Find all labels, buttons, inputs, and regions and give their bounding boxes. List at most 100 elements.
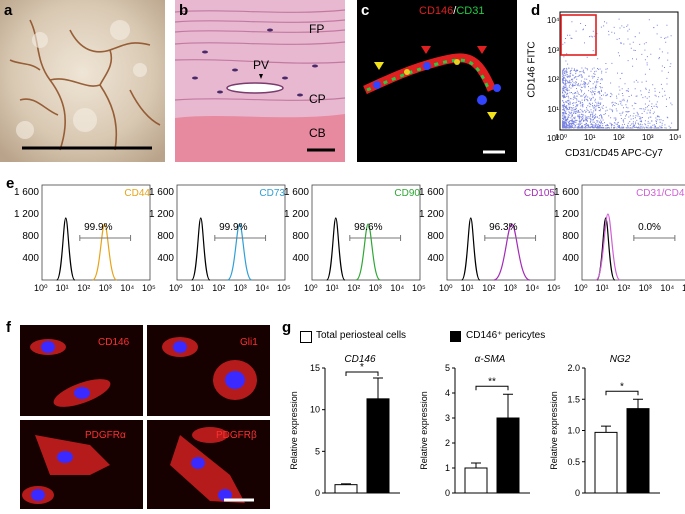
chart-title: CD146 (344, 354, 376, 365)
panel-letter: b (179, 2, 189, 19)
marker-histogram (227, 223, 253, 281)
histogram-svg (581, 184, 685, 281)
gate-bar (484, 235, 537, 241)
x-tick: 10¹ (595, 283, 609, 293)
x-tick: 10³ (368, 283, 382, 293)
x-tick: 10⁴ (255, 283, 270, 293)
control-histogram (461, 217, 481, 281)
x-tick: 10³ (503, 283, 517, 293)
panel-letter: a (4, 2, 13, 19)
x-tick: 10⁴ (120, 283, 135, 293)
y-tick: 1 600 (283, 187, 309, 198)
y-tick-label: 1 (445, 463, 450, 473)
x-tick: 10² (613, 133, 625, 142)
significance-bracket (345, 371, 379, 376)
panel-d: d CD146 FITC CD31/CD45 APC-Cy7 10⁴ 10³ 1… (527, 0, 685, 164)
gate-bar (349, 235, 402, 241)
y-tick: 800 (292, 231, 309, 242)
percent-label: 99.9% (84, 222, 113, 233)
pdgfra-label: PDGFRα (85, 430, 126, 441)
x-tick: 10⁰ (574, 283, 588, 293)
x-tick: 10¹ (55, 283, 69, 293)
chart-title: NG2 (610, 354, 631, 365)
histology-image (174, 0, 346, 162)
percent-label: 96.3% (489, 222, 518, 233)
y-tick: 400 (562, 253, 579, 264)
panel-a: a (0, 0, 165, 162)
x-tick: 10² (212, 283, 226, 293)
x-tick: 10¹ (190, 283, 204, 293)
x-tick: 10⁰ (34, 283, 48, 293)
y-tick-label: 1.5 (567, 394, 580, 404)
x-tick: 10⁰ (169, 283, 183, 293)
y-tick: 400 (292, 253, 309, 264)
legend-swatch-filled (450, 331, 461, 342)
marker-label: CD105 (523, 188, 555, 199)
stain-legend: CD146/CD31 (419, 5, 484, 17)
cell-staining-grid (20, 325, 270, 509)
y-tick-label: 2.0 (567, 363, 580, 373)
panel-c: c CD146/CD31 (357, 0, 517, 162)
x-tick: 10³ (638, 283, 652, 293)
significance-bracket (605, 390, 639, 396)
x-tick: 10⁴ (660, 283, 675, 293)
bar-cd146-pericytes (496, 417, 520, 494)
y-tick: 1 600 (418, 187, 444, 198)
x-tick: 10⁴ (525, 283, 540, 293)
x-tick: 10⁵ (682, 283, 685, 293)
significance-marker: * (360, 362, 364, 373)
y-tick-label: 4 (445, 388, 450, 398)
significance-bracket (475, 385, 509, 391)
x-tick: 10² (617, 283, 631, 293)
y-tick: 10⁴ (547, 16, 560, 25)
y-tick-label: 0.5 (567, 457, 580, 467)
y-tick: 1 600 (553, 187, 579, 198)
cd146-label: CD146 (98, 337, 130, 348)
control-histogram (326, 217, 346, 281)
percent-label: 98.6% (354, 222, 383, 233)
gate-bar (79, 235, 132, 241)
significance-marker: * (620, 381, 624, 392)
y-tick-label: 0 (315, 488, 320, 498)
bar-cd146-pericytes (626, 408, 650, 494)
histogram-plot: CD90 98.6% 1 600 1 200 800 400 10⁰ 10¹ 10² 10³ 10⁴… (270, 180, 426, 300)
y-axis-title: Relative expression (419, 391, 429, 470)
y-tick: 1 200 (283, 209, 309, 220)
plot-frame (41, 184, 151, 281)
x-tick: 10⁰ (439, 283, 453, 293)
histogram-svg (311, 184, 421, 281)
y-tick: 1 200 (553, 209, 579, 220)
y-tick-label: 15 (310, 363, 320, 373)
pdgfrb-label: PDGFRβ (216, 430, 257, 441)
panel-letter: d (531, 2, 541, 19)
y-tick: 10¹ (547, 104, 559, 114)
histogram-plot: CD73 99.9% 1 600 1 200 800 400 10⁰ 10¹ 10² 10³ 10⁴… (135, 180, 291, 300)
fibrous-periosteum-label: FP (309, 22, 325, 36)
gross-bone-photo (0, 0, 165, 162)
x-tick: 10⁰ (304, 283, 318, 293)
bar-total-periosteal (334, 484, 358, 494)
y-tick: 1 600 (148, 187, 174, 198)
y-tick-label: 0 (445, 488, 450, 498)
flow-events (562, 18, 673, 129)
histogram-svg (446, 184, 556, 281)
plot-frame (176, 184, 286, 281)
panel-letter: c (361, 2, 370, 19)
flow-dot-plot (559, 11, 679, 131)
dot-cloud (562, 18, 673, 129)
y-tick-label: 10 (310, 405, 320, 415)
gli1-label: Gli1 (240, 337, 258, 348)
marker-histogram (92, 223, 118, 281)
y-tick: 800 (22, 231, 39, 242)
y-tick-label: 0 (575, 488, 580, 498)
bar-cd146-pericytes (366, 398, 390, 494)
panel-letter: f (6, 319, 11, 336)
x-tick: 10² (347, 283, 361, 293)
legend-swatch-open (300, 331, 312, 343)
immunofluorescence-image (357, 0, 517, 162)
y-tick: 10³ (547, 45, 559, 55)
y-tick-label: 1.0 (567, 426, 580, 436)
x-tick: 10³ (642, 133, 654, 142)
panel-f: CD146 Gli1 PDGFRα PDGFRβ (20, 325, 270, 509)
